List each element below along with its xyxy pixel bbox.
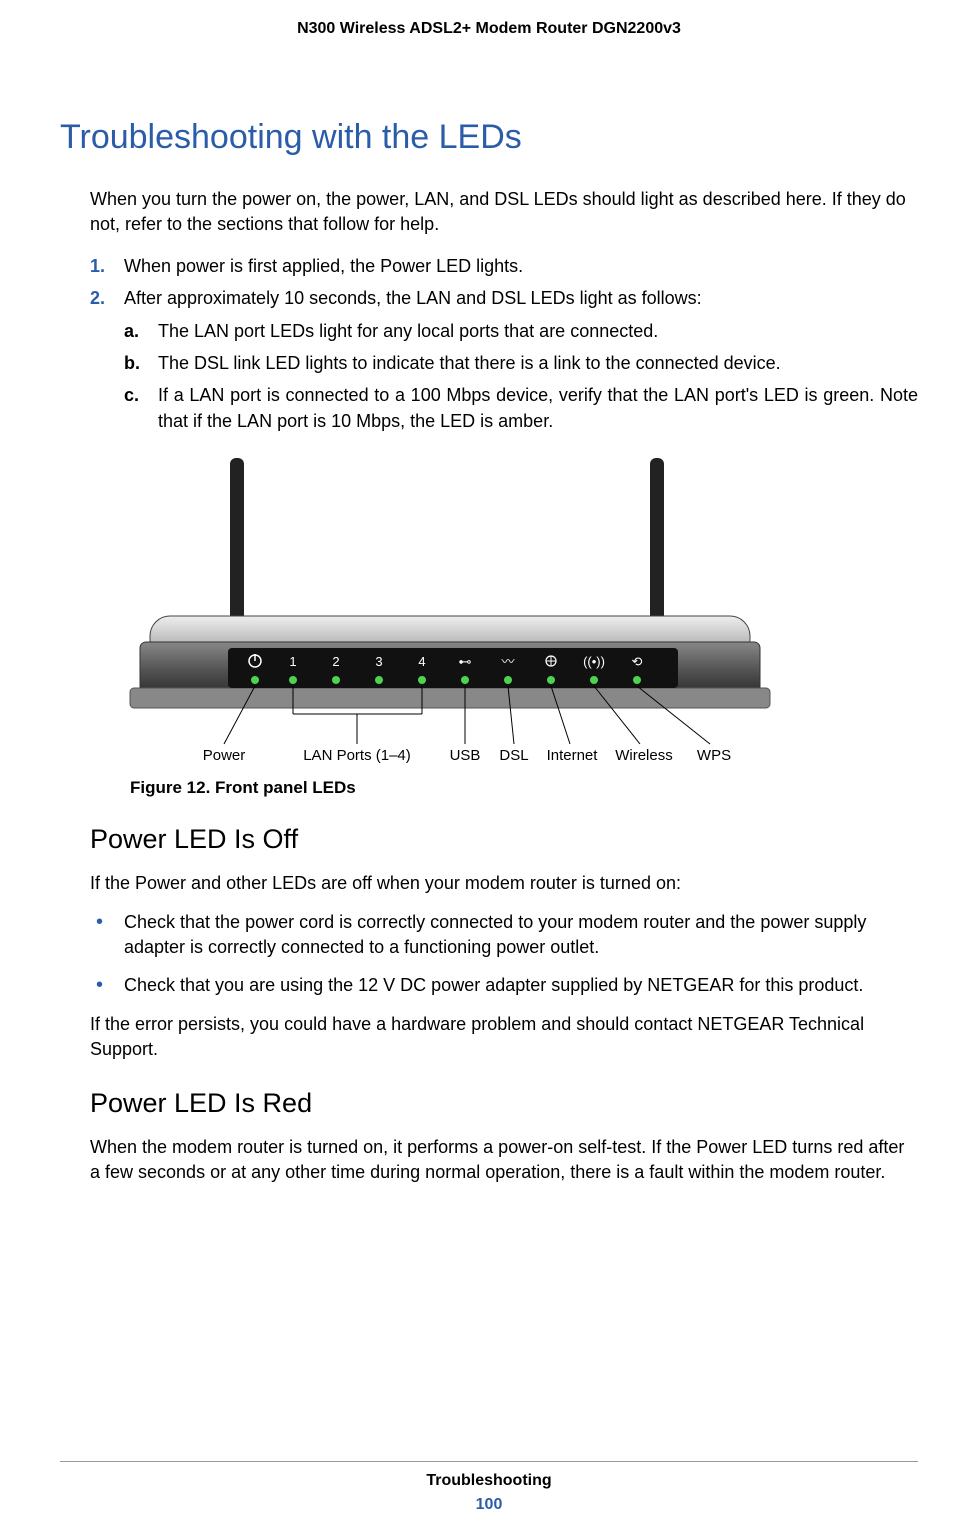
power-off-outro: If the error persists, you could have a … xyxy=(90,1012,918,1062)
label-internet: Internet xyxy=(547,747,599,764)
led-internet xyxy=(547,676,555,684)
substep-marker: b. xyxy=(124,350,140,376)
step-marker: 1. xyxy=(90,253,105,279)
panel-num-1: 1 xyxy=(289,654,296,669)
step-marker: 2. xyxy=(90,285,105,311)
substep-marker: a. xyxy=(124,318,139,344)
substep-marker: c. xyxy=(124,382,139,408)
heading-power-led-off: Power LED Is Off xyxy=(90,824,918,855)
label-wps: WPS xyxy=(697,747,731,764)
step-2: 2. After approximately 10 seconds, the L… xyxy=(90,285,918,433)
led-power xyxy=(251,676,259,684)
svg-text:⊷: ⊷ xyxy=(459,654,472,669)
led-lan1 xyxy=(289,676,297,684)
substep-b: b. The DSL link LED lights to indicate t… xyxy=(124,350,918,376)
power-off-intro: If the Power and other LEDs are off when… xyxy=(90,871,918,896)
led-dsl xyxy=(504,676,512,684)
label-lan: LAN Ports (1–4) xyxy=(303,747,411,764)
intro-paragraph: When you turn the power on, the power, L… xyxy=(90,187,918,237)
svg-text:((•)): ((•)) xyxy=(583,654,605,669)
label-wireless: Wireless xyxy=(615,747,673,764)
bullet-item: Check that you are using the 12 V DC pow… xyxy=(90,973,918,998)
svg-text:⟲: ⟲ xyxy=(632,654,643,669)
substep-a: a. The LAN port LEDs light for any local… xyxy=(124,318,918,344)
step-text: After approximately 10 seconds, the LAN … xyxy=(124,288,702,308)
page: N300 Wireless ADSL2+ Modem Router DGN220… xyxy=(0,0,978,1534)
footer-page-number: 100 xyxy=(0,1496,978,1514)
footer-section-title: Troubleshooting xyxy=(0,1472,978,1490)
sub-steps: a. The LAN port LEDs light for any local… xyxy=(124,318,918,434)
page-title: Troubleshooting with the LEDs xyxy=(60,118,918,157)
led-usb xyxy=(461,676,469,684)
panel-num-4: 4 xyxy=(418,654,425,669)
router-diagram: 1 2 3 4 ⊷ 〰 ((•)) ⟲ xyxy=(120,448,860,768)
power-red-body: When the modem router is turned on, it p… xyxy=(90,1135,918,1185)
label-dsl: DSL xyxy=(499,747,528,764)
led-lan3 xyxy=(375,676,383,684)
figure-caption: Figure 12. Front panel LEDs xyxy=(130,778,918,798)
step-1: 1. When power is first applied, the Powe… xyxy=(90,253,918,279)
figure-front-panel-leds: 1 2 3 4 ⊷ 〰 ((•)) ⟲ xyxy=(120,448,918,798)
led-wireless xyxy=(590,676,598,684)
substep-text: The DSL link LED lights to indicate that… xyxy=(158,353,781,373)
running-header: N300 Wireless ADSL2+ Modem Router DGN220… xyxy=(60,20,918,38)
led-lan2 xyxy=(332,676,340,684)
power-off-bullets: Check that the power cord is correctly c… xyxy=(90,910,918,998)
footer-rule xyxy=(60,1461,918,1462)
svg-text:〰: 〰 xyxy=(501,654,514,669)
led-wps xyxy=(633,676,641,684)
label-usb: USB xyxy=(450,747,481,764)
label-power: Power xyxy=(203,747,246,764)
led-lan4 xyxy=(418,676,426,684)
bullet-item: Check that the power cord is correctly c… xyxy=(90,910,918,960)
substep-c: c. If a LAN port is connected to a 100 M… xyxy=(124,382,918,434)
step-text: When power is first applied, the Power L… xyxy=(124,256,523,276)
heading-power-led-red: Power LED Is Red xyxy=(90,1088,918,1119)
panel-num-3: 3 xyxy=(375,654,382,669)
substep-text: The LAN port LEDs light for any local po… xyxy=(158,321,658,341)
panel-num-2: 2 xyxy=(332,654,339,669)
substep-text: If a LAN port is connected to a 100 Mbps… xyxy=(158,385,918,431)
numbered-steps: 1. When power is first applied, the Powe… xyxy=(90,253,918,434)
page-footer: Troubleshooting 100 xyxy=(0,1461,978,1514)
